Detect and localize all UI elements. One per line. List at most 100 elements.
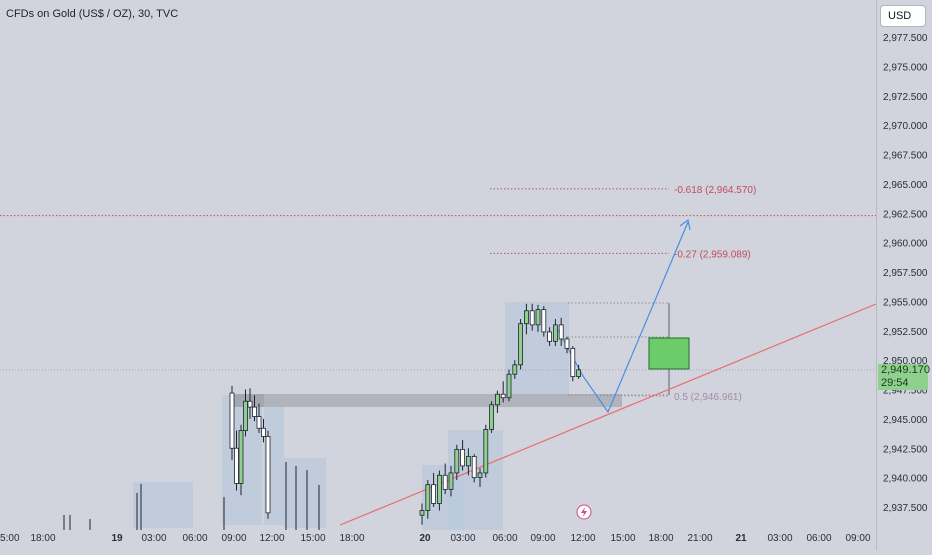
candle [535, 304, 541, 332]
candle [442, 463, 448, 495]
y-tick-label: 2,975.000 [883, 62, 928, 73]
target-box [648, 337, 690, 370]
candle [448, 465, 454, 497]
y-tick-label: 2,947.500 [883, 386, 928, 397]
candle [477, 468, 483, 488]
candle [524, 303, 529, 335]
candle-body-down [247, 400, 253, 408]
candle-body-up [489, 404, 495, 430]
y-tick-label: 2,965.000 [883, 180, 928, 191]
y-tick-label: 2,967.500 [883, 151, 928, 162]
x-tick-label: 12:00 [570, 533, 595, 544]
y-tick-label: 2,972.500 [883, 92, 928, 103]
candle-body-down [564, 338, 570, 349]
candle-body-up [454, 449, 460, 474]
candle [500, 381, 506, 403]
candle [564, 336, 570, 354]
candle-body-up [419, 510, 425, 516]
price-chart[interactable]: -0.618 (2,964.570) -0.27 (2,959.089) 0.5 (… [0, 0, 876, 550]
x-tick-label: 20 [419, 533, 431, 544]
candle-body-up [494, 393, 500, 406]
candle-body-down [442, 474, 448, 490]
candle-body-up [512, 364, 518, 375]
x-tick-label: 06:00 [806, 533, 831, 544]
candle-body-up [576, 369, 581, 377]
y-tick-label: 2,977.500 [883, 33, 928, 44]
candle [454, 444, 460, 480]
x-tick-label: 09:00 [221, 533, 246, 544]
session-box [284, 458, 326, 528]
candle [261, 418, 266, 443]
candle [547, 327, 552, 347]
candle [576, 364, 581, 379]
supply-zone-left [234, 394, 264, 407]
x-tick-label: 06:00 [182, 533, 207, 544]
fib-level-label: -0.27 (2,959.089) [674, 249, 751, 260]
y-tick-label: 2,940.000 [883, 474, 928, 485]
x-tick-label: 19 [111, 533, 123, 544]
candle [512, 360, 518, 379]
candle-body-up [518, 323, 523, 366]
candle-body-up [436, 474, 442, 504]
candle-body-up [483, 429, 489, 474]
candle-body-down [234, 447, 239, 484]
candle [541, 306, 547, 337]
candle [465, 448, 471, 476]
candle-body-down [261, 427, 266, 437]
fib-level-label: -0.618 (2,964.570) [674, 185, 756, 196]
candle-body-up [238, 430, 244, 484]
currency-button[interactable]: USD [880, 5, 926, 27]
candle [436, 470, 442, 511]
candle-body-up [535, 309, 541, 326]
candle [518, 319, 523, 370]
x-tick-label: 21 [735, 533, 747, 544]
candle-body-up [425, 484, 431, 511]
session-box [133, 482, 193, 528]
x-tick-label: 15:00 [0, 533, 20, 544]
candle [489, 401, 495, 433]
candle-body-up [553, 324, 558, 342]
candle [506, 369, 512, 402]
last-price-label: 2,949.170 29:54 [878, 364, 930, 390]
y-tick-label: 2,942.500 [883, 444, 928, 455]
x-tick-label: 12:00 [259, 533, 284, 544]
candle [252, 395, 257, 422]
y-tick-label: 2,960.000 [883, 239, 928, 250]
bar-countdown: 29:54 [881, 377, 909, 389]
candle-body-down [252, 406, 257, 417]
y-tick-label: 2,945.000 [883, 415, 928, 426]
candle-body-up [506, 373, 512, 399]
y-tick-label: 2,962.500 [883, 209, 928, 220]
candle [238, 424, 244, 496]
x-tick-label: 18:00 [30, 533, 55, 544]
candle [431, 472, 437, 507]
symbol-title[interactable]: CFDs on Gold (US$ / OZ), 30, TVC [6, 8, 179, 20]
x-tick-label: 09:00 [530, 533, 555, 544]
event-marker [576, 504, 592, 520]
x-tick-label: 03:00 [450, 533, 475, 544]
y-tick-label: 2,937.500 [883, 503, 928, 514]
candle [425, 479, 431, 519]
fib-level-label: 0.5 (2,946.961) [674, 392, 742, 403]
x-tick-label: 21:00 [687, 533, 712, 544]
candle-body-down [460, 449, 466, 467]
candle [243, 389, 248, 437]
candle [460, 440, 466, 471]
candle [483, 424, 489, 478]
candle-body-up [477, 472, 483, 479]
candle [529, 303, 535, 331]
candle [570, 346, 576, 382]
candle-body-up [465, 456, 471, 467]
candle [419, 503, 425, 525]
y-tick-label: 2,952.500 [883, 327, 928, 338]
x-tick-label: 09:00 [845, 533, 870, 544]
candle-body-down [431, 484, 437, 504]
candle-body-down [529, 310, 535, 326]
x-tick-label: 15:00 [300, 533, 325, 544]
candle-body-up [448, 472, 454, 490]
candle-body-down [265, 436, 271, 514]
last-price-value: 2,949.170 [881, 364, 930, 376]
price-axis[interactable]: 2,977.500 2,975.000 2,972.500 2,970.000 2,96… [876, 0, 932, 550]
candle-body-down [256, 416, 262, 429]
x-tick-label: 03:00 [767, 533, 792, 544]
